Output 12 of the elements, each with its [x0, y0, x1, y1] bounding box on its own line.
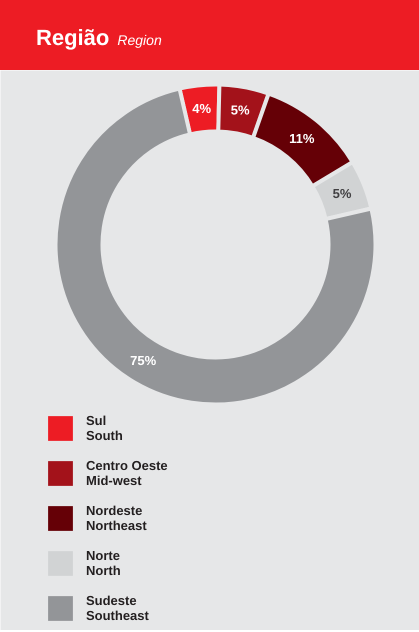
data-label: 5%: [230, 102, 250, 118]
data-label: 75%: [130, 352, 157, 368]
legend-label: Sudeste Southeast: [86, 592, 149, 625]
data-label: 5%: [332, 186, 352, 201]
chart-title: Região: [36, 25, 110, 50]
legend-label: Centro Oeste Mid-west: [86, 457, 168, 490]
legend-label: Sul South: [86, 412, 123, 445]
data-label: 11%: [289, 131, 315, 146]
chart-subtitle: Region: [117, 32, 162, 48]
data-label: 4%: [192, 101, 212, 116]
legend-label: Nordeste Northeast: [86, 502, 147, 535]
legend-label: Norte North: [86, 547, 121, 580]
